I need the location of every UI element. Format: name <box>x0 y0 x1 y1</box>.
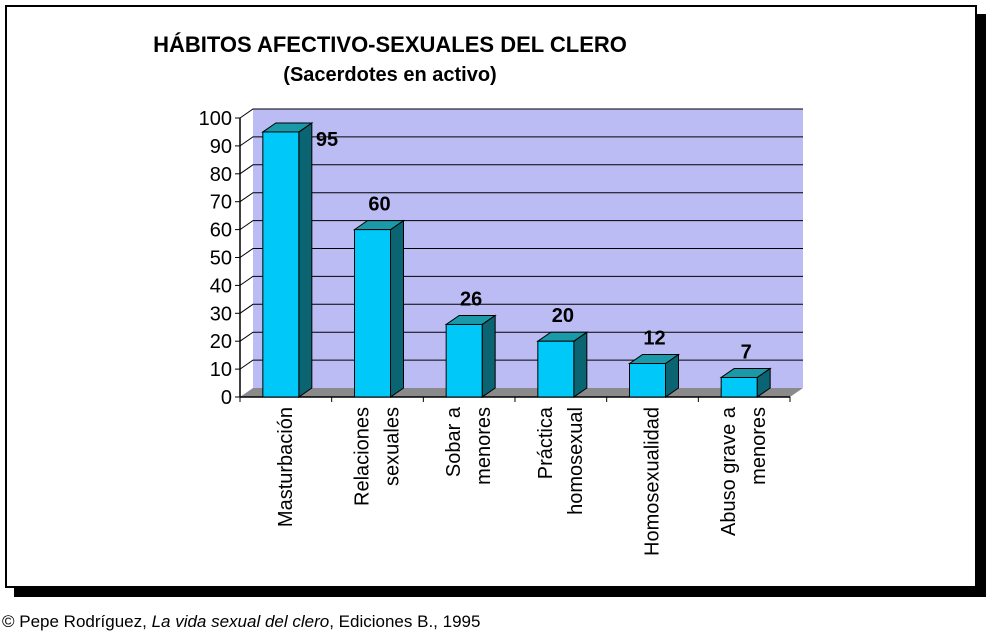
gridline <box>239 248 803 258</box>
source-caption: © Pepe Rodríguez, La vida sexual del cle… <box>2 612 480 632</box>
caption-prefix: © Pepe Rodríguez, <box>2 612 152 631</box>
gridline <box>239 275 803 286</box>
bar <box>445 323 483 398</box>
y-tick-label: 60 <box>210 220 232 242</box>
x-category-label: Masturbación <box>275 407 297 527</box>
x-category-label: sexuales <box>382 407 404 486</box>
gridline <box>239 331 803 342</box>
x-category-label: menores <box>473 407 495 485</box>
gridline <box>239 192 803 203</box>
y-tick-label: 80 <box>210 164 232 186</box>
plot-floor <box>240 388 803 397</box>
caption-suffix: , Ediciones B., 1995 <box>329 612 481 631</box>
x-category-label: Homosexualidad <box>642 407 664 556</box>
bar-side <box>573 331 588 398</box>
gridline <box>239 164 803 175</box>
data-label: 20 <box>552 305 574 327</box>
bar-side <box>390 219 404 398</box>
gridline <box>239 136 803 147</box>
data-label: 12 <box>643 328 665 350</box>
bar <box>262 131 300 398</box>
y-tick-label: 10 <box>210 359 232 381</box>
x-category-label: menores <box>748 407 770 485</box>
x-category-label: homosexual <box>565 407 587 515</box>
x-category-label: Sobar a <box>443 406 465 477</box>
data-label: 95 <box>316 129 338 151</box>
bar-side <box>298 121 313 398</box>
x-category-label: Abuso grave a <box>718 406 740 536</box>
y-tick-label: 0 <box>221 387 232 409</box>
data-label: 26 <box>460 288 482 310</box>
y-tick-label: 90 <box>210 136 232 158</box>
chart-subtitle: (Sacerdotes en activo) <box>283 64 497 86</box>
y-tick-label: 20 <box>210 331 232 353</box>
bar <box>354 229 391 398</box>
data-label: 60 <box>368 194 390 216</box>
chart-title: HÁBITOS AFECTIVO-SEXUALES DEL CLERO <box>153 32 627 57</box>
y-tick-label: 50 <box>210 248 232 270</box>
y-tick-label: 100 <box>199 108 232 130</box>
x-category-label: Práctica <box>535 406 557 479</box>
bar-side <box>481 314 496 398</box>
y-tick-label: 40 <box>210 275 232 297</box>
bar <box>629 363 666 398</box>
data-label: 7 <box>741 341 752 363</box>
bar <box>720 376 758 398</box>
caption-book-title: La vida sexual del clero <box>151 612 330 631</box>
gridline <box>239 220 803 231</box>
x-category-label: Relaciones <box>352 407 374 506</box>
y-tick-label: 70 <box>210 192 232 214</box>
bar <box>537 340 575 398</box>
gridline <box>239 359 803 370</box>
gridline <box>239 303 803 314</box>
gridline <box>239 108 803 119</box>
y-tick-label: 30 <box>210 303 232 325</box>
